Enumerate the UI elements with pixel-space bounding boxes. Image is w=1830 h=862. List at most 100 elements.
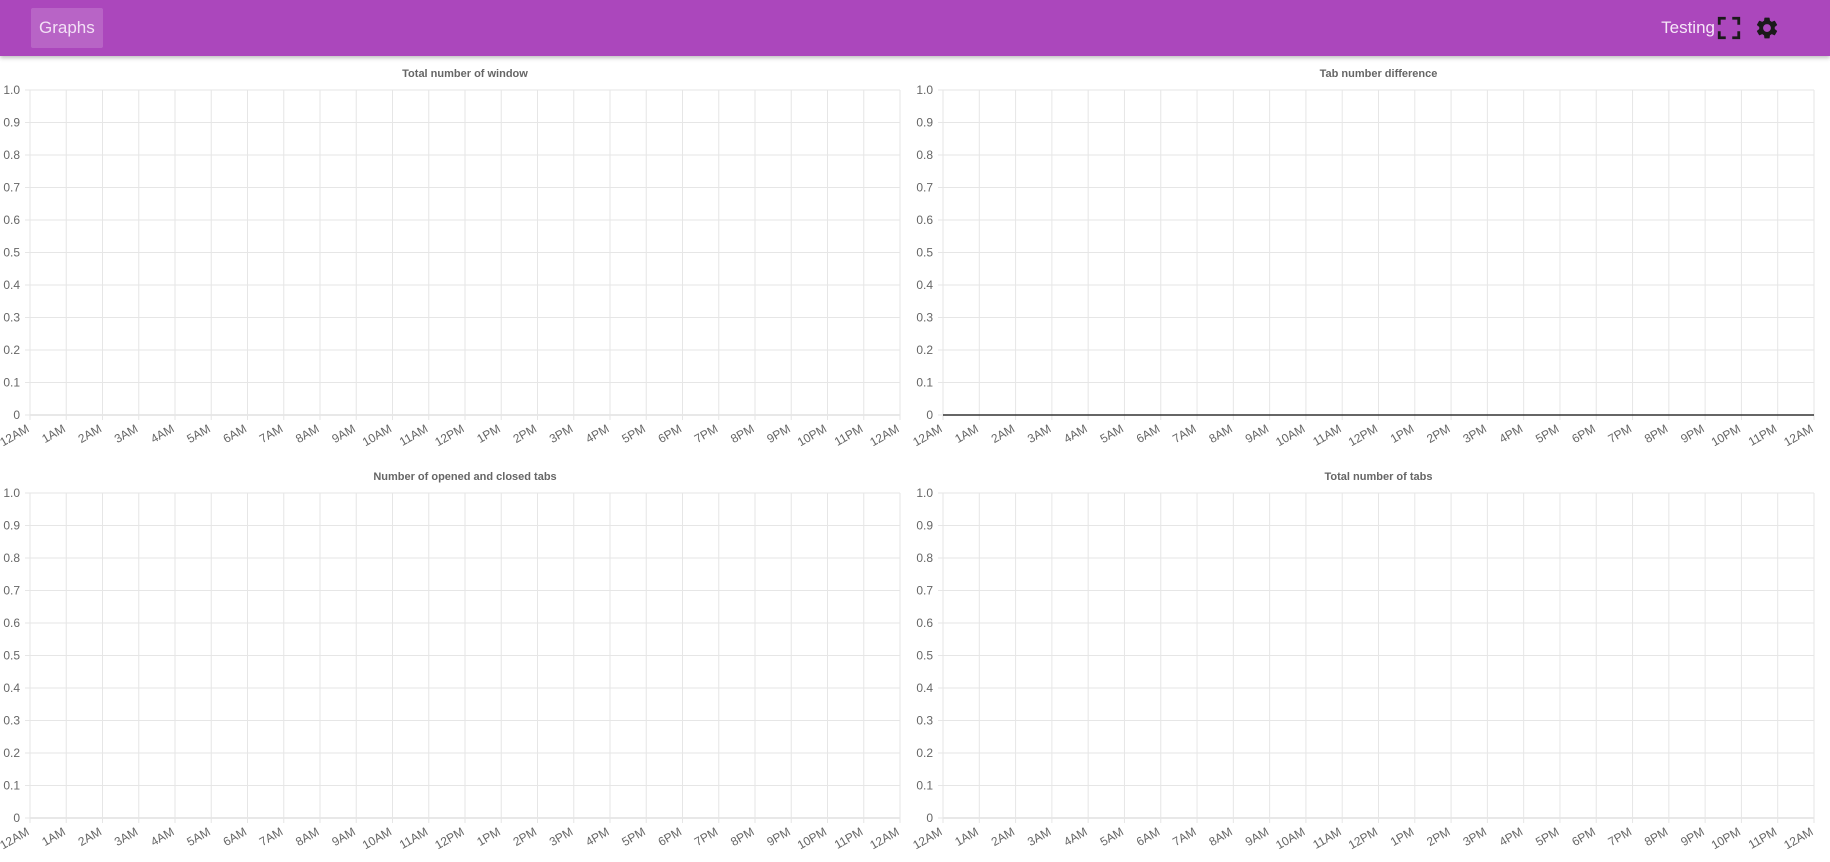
y-tick-label: 0.7 [916,584,933,598]
x-tick-label: 12AM [910,421,944,449]
x-tick-label: 9PM [764,421,792,445]
x-tick-label: 9AM [329,421,357,445]
tab-difference-chart: Tab number difference 0 0.1 0.2 0.3 0.4 0.5 0.6… [910,68,1815,449]
x-tick-label: 4AM [148,421,176,445]
x-tick-label: 10PM [1709,421,1743,449]
y-tick-label: 0.5 [3,649,20,663]
x-tick-label: 10AM [360,421,394,449]
y-tick-label: 0.1 [3,376,20,390]
y-tick-label: 0.9 [3,519,20,533]
fullscreen-icon[interactable] [1716,15,1742,41]
x-tick-label: 3PM [547,421,575,445]
y-tick-label: 1.0 [916,83,933,97]
y-tick-label: 0.4 [3,681,20,695]
x-tick-label: 11AM [397,824,430,851]
y-tick-label: 0 [13,811,20,825]
y-tick-label: 0.8 [916,148,933,162]
x-tick-label: 5PM [619,421,647,445]
x-tick-label: 5AM [1098,421,1126,445]
x-tick-label: 7AM [1170,824,1198,848]
x-tick-label: 8AM [293,421,321,445]
x-tick-label: 8AM [293,824,321,848]
x-tick-label: 1PM [1388,421,1416,445]
x-tick-label: 2AM [989,824,1017,848]
app-toolbar: Graphs Testing [0,0,1830,56]
profile-label[interactable]: Testing [1661,18,1715,37]
x-tick-label: 10PM [1709,824,1743,852]
x-tick-label: 1AM [952,421,980,445]
x-tick-label: 4PM [1497,421,1525,445]
x-tick-label: 7PM [1606,421,1634,445]
x-tick-label: 5AM [1098,824,1126,848]
y-tick-label: 0.5 [916,649,933,663]
x-tick-label: 8PM [1642,421,1670,445]
x-tick-label: 2PM [511,421,539,445]
x-tick-label: 7PM [692,824,720,848]
x-tick-label: 10AM [360,824,394,852]
x-tick-label: 10AM [1273,421,1307,449]
y-tick-label: 1.0 [3,486,20,500]
y-tick-label: 0.1 [916,376,933,390]
y-tick-label: 0.3 [3,311,20,325]
y-tick-label: 0.7 [3,181,20,195]
y-tick-label: 0.5 [3,246,20,260]
x-tick-label: 3AM [1025,421,1053,445]
opened-closed-tabs-chart: Number of opened and closed tabs 0 0.1 0.2 0… [0,471,902,852]
x-tick-label: 8AM [1206,824,1234,848]
x-tick-label: 4PM [583,824,611,848]
y-tick-label: 0.3 [916,714,933,728]
x-tick-label: 12PM [1346,824,1380,852]
x-tick-label: 6AM [1134,421,1162,445]
chart-title: Number of opened and closed tabs [373,471,556,483]
x-tick-label: 4PM [583,421,611,445]
x-tick-label: 6AM [221,824,249,848]
x-tick-label: 11PM [1746,421,1779,448]
x-tick-label: 6PM [656,421,684,445]
y-tick-label: 0.9 [3,116,20,130]
x-tick-label: 7AM [257,421,285,445]
x-tick-label: 5PM [619,824,647,848]
x-tick-label: 1AM [39,421,67,445]
x-tick-label: 9AM [329,824,357,848]
y-tick-label: 1.0 [3,83,20,97]
x-tick-label: 7PM [692,421,720,445]
y-tick-label: 0.1 [3,779,20,793]
x-tick-label: 2AM [76,421,104,445]
gear-icon[interactable] [1754,15,1780,41]
y-tick-label: 0.2 [3,343,20,357]
chart-title: Total number of window [402,68,528,80]
chart-title: Tab number difference [1320,68,1438,80]
y-tick-label: 1.0 [916,486,933,500]
x-tick-label: 2AM [76,824,104,848]
x-tick-label: 8PM [1642,824,1670,848]
x-tick-label: 2PM [1424,421,1452,445]
x-tick-label: 3AM [112,824,140,848]
y-tick-label: 0.8 [916,551,933,565]
x-tick-label: 9PM [1678,421,1706,445]
x-tick-label: 12AM [910,824,944,852]
x-tick-label: 9PM [1678,824,1706,848]
x-tick-label: 10PM [795,421,829,449]
x-tick-label: 3PM [547,824,575,848]
x-tick-label: 1AM [952,824,980,848]
tab-graphs[interactable]: Graphs [31,8,103,48]
y-tick-label: 0 [926,811,933,825]
y-tick-label: 0.6 [3,616,20,630]
y-tick-label: 0.8 [3,148,20,162]
x-tick-label: 5PM [1533,421,1561,445]
y-tick-label: 0.9 [916,116,933,130]
x-tick-label: 11PM [832,824,865,851]
x-tick-label: 12AM [1781,824,1815,852]
x-tick-label: 6PM [1569,824,1597,848]
x-tick-label: 4PM [1497,824,1525,848]
x-tick-label: 2PM [1424,824,1452,848]
y-tick-label: 0.9 [916,519,933,533]
y-tick-label: 0.6 [3,213,20,227]
x-tick-label: 11AM [397,421,430,448]
x-tick-label: 1AM [39,824,67,848]
y-tick-label: 0.7 [916,181,933,195]
x-tick-label: 12AM [1781,421,1815,449]
y-tick-label: 0.8 [3,551,20,565]
y-tick-label: 0.6 [916,213,933,227]
x-tick-label: 10AM [1273,824,1307,852]
